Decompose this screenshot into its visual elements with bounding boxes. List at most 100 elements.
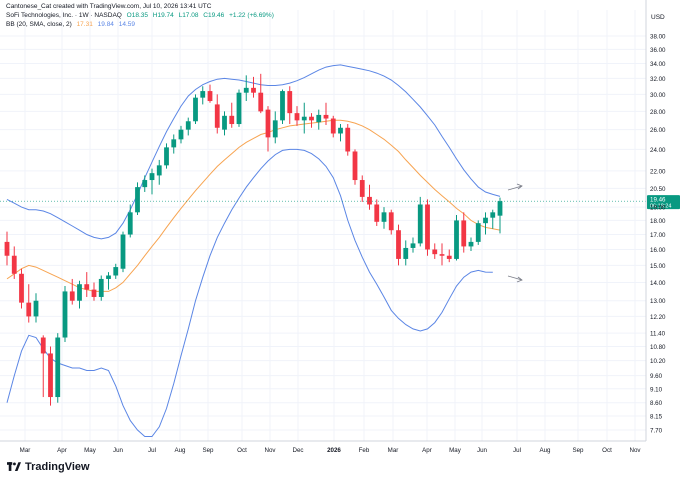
tradingview-logo[interactable]: TradingView [7, 461, 90, 473]
candle-body [417, 204, 423, 244]
candle-body [410, 243, 416, 248]
x-tick-label: Apr [57, 447, 67, 454]
candle-body [294, 113, 300, 121]
bb-basis-line [6, 119, 501, 292]
x-tick-label: Jun [113, 447, 124, 454]
last-price-value: 19.46 [650, 197, 666, 204]
candle-body [265, 109, 271, 138]
y-tick-label: 32.00 [650, 76, 666, 83]
candle-body [345, 127, 351, 152]
currency-label[interactable]: USD [651, 14, 665, 21]
candle-body [77, 284, 82, 301]
x-tick-label: Jul [148, 447, 156, 454]
x-tick-label: Apr [422, 447, 432, 454]
candle-body [475, 223, 481, 242]
last-price-countdown: 06:18:24 [650, 204, 671, 210]
x-tick-label: Mar [20, 447, 31, 454]
candle-body [178, 129, 184, 140]
candle-body [388, 212, 394, 231]
candle-body [359, 180, 365, 197]
candle-body [352, 151, 358, 181]
candle-body [280, 91, 285, 121]
symbol-legend[interactable]: SoFi Technologies, Inc. · 1W · NASDAQ O1… [6, 12, 277, 20]
y-tick-label: 16.00 [650, 247, 666, 254]
candle-body [149, 173, 155, 181]
y-tick-label: 22.00 [650, 168, 666, 175]
y-tick-label: 24.00 [650, 147, 666, 154]
candle-body [381, 212, 387, 222]
candle-body [403, 247, 409, 259]
candle-body [55, 337, 61, 398]
x-tick-label: Nov [629, 447, 641, 454]
x-tick-label: Mar [388, 447, 399, 454]
y-tick-label: 17.00 [650, 232, 666, 239]
candle-body [301, 116, 307, 121]
candle-body [338, 127, 343, 134]
ohlc-close: C19.46 [203, 12, 225, 19]
y-tick-label: 9.60 [650, 373, 663, 380]
y-tick-label: 14.00 [650, 280, 666, 287]
candle-body [229, 115, 235, 125]
symbol-title: SoFi Technologies, Inc. · 1W · NASDAQ [6, 12, 122, 19]
candle-body [374, 204, 380, 222]
ohlc-low: L17.08 [178, 12, 199, 19]
bb-upper-value: 19.84 [97, 21, 114, 28]
x-tick-label: May [84, 447, 97, 454]
candle-body [243, 87, 249, 93]
candle-body [33, 300, 39, 317]
candle-body [4, 241, 10, 256]
candle-body [91, 289, 97, 297]
y-tick-label: 10.80 [650, 344, 666, 351]
candle-body [323, 114, 329, 119]
y-tick-label: 8.15 [650, 413, 663, 420]
y-tick-label: 8.60 [650, 400, 663, 407]
candle-body [258, 92, 264, 112]
y-tick-label: 34.00 [650, 61, 666, 68]
candle-body [425, 204, 430, 250]
x-tick-label: Aug [539, 447, 551, 454]
candle-body [367, 196, 372, 205]
ohlc-change: +1.22 (+6.69%) [229, 12, 274, 19]
upper-band-arrow-icon [507, 183, 523, 191]
y-tick-label: 12.20 [650, 314, 666, 321]
candle-body [135, 187, 140, 213]
candle-body [127, 212, 133, 235]
y-tick-label: 18.00 [650, 218, 666, 225]
candle-body [490, 212, 496, 218]
x-tick-label: Jun [477, 447, 488, 454]
y-tick-label: 38.00 [650, 34, 666, 41]
candle-body [483, 217, 488, 224]
candle-body [214, 104, 220, 128]
grid [0, 10, 646, 441]
indicator-legend[interactable]: BB (20, SMA, close, 2) 17.31 19.84 14.59 [6, 21, 138, 29]
x-tick-label: Oct [602, 447, 612, 454]
x-tick-label: Feb [359, 447, 370, 454]
y-tick-label: 19.00 [650, 205, 666, 212]
candle-body [287, 91, 293, 114]
candle-body [316, 114, 322, 123]
ohlc-open: O18.35 [126, 12, 148, 19]
candle-body [200, 91, 206, 98]
candle-body [11, 255, 17, 274]
candle-body [309, 116, 314, 121]
candle-body [69, 291, 75, 301]
candle-body [40, 337, 46, 354]
candle-body [48, 353, 53, 398]
y-tick-label: 11.40 [650, 331, 666, 338]
y-tick-label: 13.00 [650, 298, 666, 305]
candle-body [207, 91, 213, 102]
candle-body [236, 92, 242, 125]
x-tick-label: Dec [292, 447, 303, 454]
candle-body [446, 255, 452, 259]
indicator-name: BB (20, SMA, close, 2) [6, 21, 72, 28]
candle-body [432, 249, 438, 255]
x-tick-label: Sep [202, 447, 214, 454]
candle-body [461, 220, 467, 247]
candle-body [113, 267, 119, 276]
x-tick-label: Sep [572, 447, 584, 454]
bb-lower-value: 14.59 [118, 21, 136, 28]
axes: 38.00 36.00 34.00 32.00 30.00 28.00 26.00 24.00… [0, 0, 666, 454]
y-tick-label: 30.00 [650, 92, 666, 99]
candle-body [185, 121, 191, 130]
